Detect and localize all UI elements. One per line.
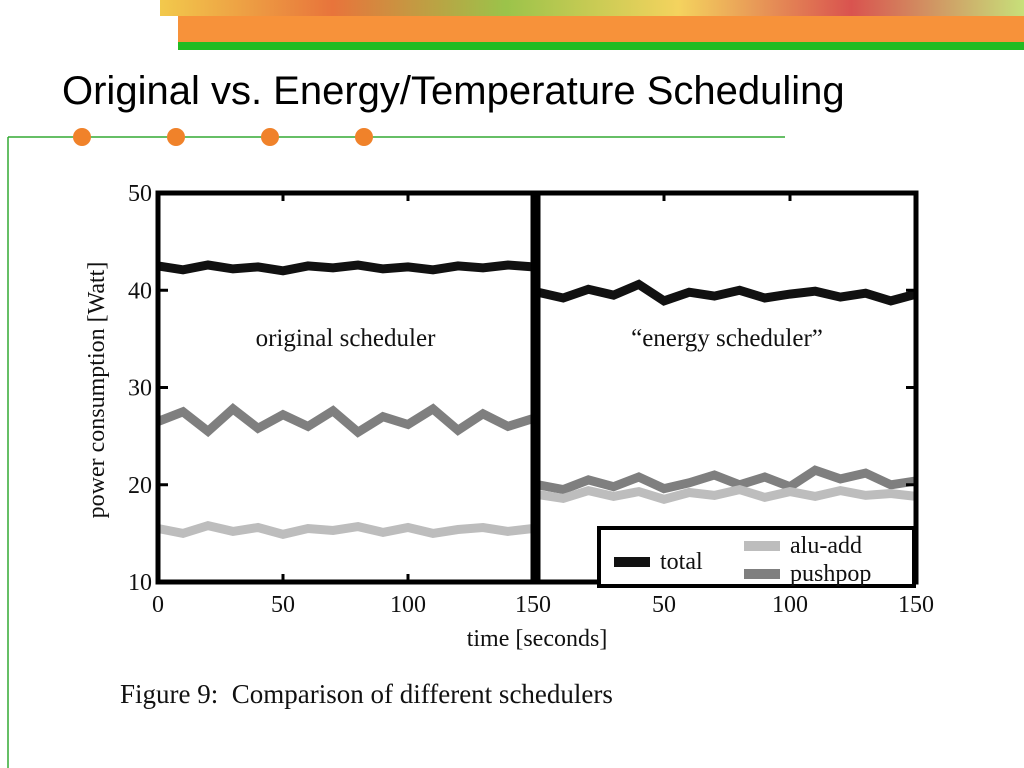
series-line bbox=[537, 465, 917, 495]
x-tick-label: 150 bbox=[515, 592, 551, 618]
x-tick-label: 0 bbox=[152, 592, 164, 618]
x-tick-label: 100 bbox=[390, 592, 426, 618]
x-tick-label: 150 bbox=[898, 592, 934, 618]
x-tick-label: 100 bbox=[772, 592, 808, 618]
x-tick-label: 50 bbox=[652, 592, 676, 618]
x-tick-label: 50 bbox=[271, 592, 295, 618]
legend-label: pushpop bbox=[790, 561, 871, 587]
slide-title: Original vs. Energy/Temperature Scheduli… bbox=[62, 69, 845, 113]
annotation: original scheduler bbox=[256, 325, 436, 352]
banner bbox=[160, 0, 1024, 16]
orange-bar bbox=[178, 16, 1024, 42]
y-tick-label: 10 bbox=[128, 570, 152, 596]
caption: Figure 9: Comparison of different schedu… bbox=[120, 679, 613, 709]
y-tick-label: 40 bbox=[128, 278, 152, 304]
green-bar bbox=[178, 42, 1024, 50]
y-tick-label: 30 bbox=[128, 376, 152, 402]
legend-label: total bbox=[660, 549, 703, 575]
legend-swatch bbox=[744, 541, 780, 551]
chart: 0 50 100 150 original scheduler 50 100 150 “ener… bbox=[84, 181, 934, 709]
annotation: “energy scheduler” bbox=[631, 325, 823, 352]
series-line bbox=[537, 484, 917, 504]
legend-swatch bbox=[744, 569, 780, 579]
y-tick-label: 50 bbox=[128, 181, 152, 207]
y-axis-label: power consumption [Watt] bbox=[84, 262, 110, 519]
legend-label: alu-add bbox=[790, 533, 862, 559]
x-axis-label: time [seconds] bbox=[467, 626, 608, 652]
series-line bbox=[157, 260, 534, 276]
series-line bbox=[157, 520, 534, 539]
panel-frame bbox=[535, 190, 919, 585]
bullets bbox=[73, 128, 373, 146]
legend-swatch bbox=[614, 557, 650, 567]
series-line bbox=[536, 279, 918, 306]
series-line bbox=[156, 403, 535, 438]
y-tick-label: 20 bbox=[128, 473, 152, 499]
